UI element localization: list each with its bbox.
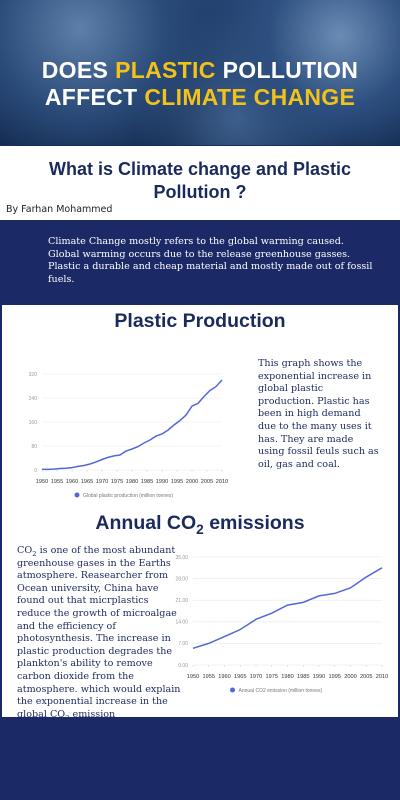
x-tick-label: 1955 (51, 479, 63, 485)
intro-title: What is Climate change and Plastic Pollu… (48, 159, 352, 202)
x-tick-label: 1980 (126, 479, 138, 485)
title-word: DOES (41, 57, 109, 83)
x-tick-label: 2010 (216, 479, 228, 485)
y-tick-label: 7.00 (178, 641, 188, 647)
co2-text: CO2 is one of the most abundant greenhou… (17, 545, 182, 721)
intro-band (0, 146, 400, 220)
x-tick-label: 2005 (201, 479, 213, 485)
section-title: Plastic Production (114, 310, 286, 332)
y-tick-label: 35.00 (175, 555, 188, 561)
x-tick-label: 1980 (281, 674, 293, 680)
y-tick-label: 320 (29, 372, 38, 378)
x-tick-label: 1990 (156, 479, 168, 485)
x-tick-label: 2010 (376, 674, 388, 680)
title-subscript: 2 (196, 521, 204, 537)
legend-marker (74, 492, 80, 498)
x-tick-label: 2000 (186, 479, 198, 485)
content-panel (2, 305, 398, 717)
header-banner (0, 0, 400, 145)
y-tick-label: 240 (29, 396, 38, 402)
x-tick-label: 1995 (329, 674, 341, 680)
title-line: AFFECT CLIMATE CHANGE (0, 84, 400, 111)
line (192, 567, 383, 650)
x-tick-label: 1975 (111, 479, 123, 485)
y-tick-label: 28.00 (175, 576, 188, 582)
legend-label: Annual CO2 emission (million tonnes) (239, 688, 323, 694)
title-part: emissions (209, 512, 305, 534)
text-part: is one of the most abundant greenhouse g… (17, 545, 181, 720)
text-subscript: 2 (32, 549, 37, 558)
x-tick-label: 1960 (66, 479, 78, 485)
x-tick-label: 1950 (36, 479, 48, 485)
x-tick-label: 1965 (234, 674, 246, 680)
intro-text: Climate Change mostly refers to the glob… (48, 236, 373, 285)
x-tick-label: 1970 (96, 479, 108, 485)
intro-text-band (0, 222, 400, 302)
y-tick-label: 80 (31, 444, 37, 450)
x-tick-label: 2005 (360, 674, 372, 680)
x-tick-label: 1950 (187, 674, 199, 680)
plastic-text: This graph shows the exponential increas… (258, 358, 379, 470)
x-tick-label: 1995 (171, 479, 183, 485)
y-tick-label: 21.00 (175, 598, 188, 604)
title-part: Annual CO (95, 512, 197, 534)
x-tick-label: 1965 (81, 479, 93, 485)
x-tick-label: 1990 (313, 674, 325, 680)
title-word: AFFECT (44, 84, 138, 110)
x-tick-label: 1985 (141, 479, 153, 485)
text-part: emission (72, 708, 116, 720)
title-word: CLIMATE CHANGE (144, 84, 356, 110)
legend-label: Global plastic production (million tonne… (83, 493, 173, 499)
text-part: CO (17, 545, 33, 556)
x-tick-label: 1955 (203, 674, 215, 680)
text-subscript: 2 (65, 713, 70, 722)
title-word: POLLUTION (222, 57, 359, 83)
x-tick-label: 1985 (297, 674, 309, 680)
title-line: DOES PLASTIC POLLUTION (0, 57, 400, 84)
x-tick-label: 1975 (266, 674, 278, 680)
y-tick-label: 0.00 (178, 663, 188, 669)
title-word: PLASTIC (115, 57, 216, 83)
section-title: Annual CO2 emissions (0, 512, 400, 537)
line (42, 379, 223, 471)
plastic-chart: 0 80 160 240 320 1950 1955 1960 1965 1970 1975 1980… (29, 372, 229, 499)
x-tick-label: 1960 (218, 674, 230, 680)
co2-chart: 0.00 7.00 14.00 21.00 28.00 35.00 1950 1955 1960… (175, 555, 388, 694)
y-tick-label: 14.00 (175, 620, 188, 626)
author: By Farhan Mohammed (6, 204, 113, 215)
y-tick-label: 0 (34, 468, 37, 474)
x-tick-label: 1970 (250, 674, 262, 680)
y-tick-label: 160 (29, 420, 38, 426)
legend-marker (230, 687, 235, 693)
x-tick-label: 2000 (344, 674, 356, 680)
